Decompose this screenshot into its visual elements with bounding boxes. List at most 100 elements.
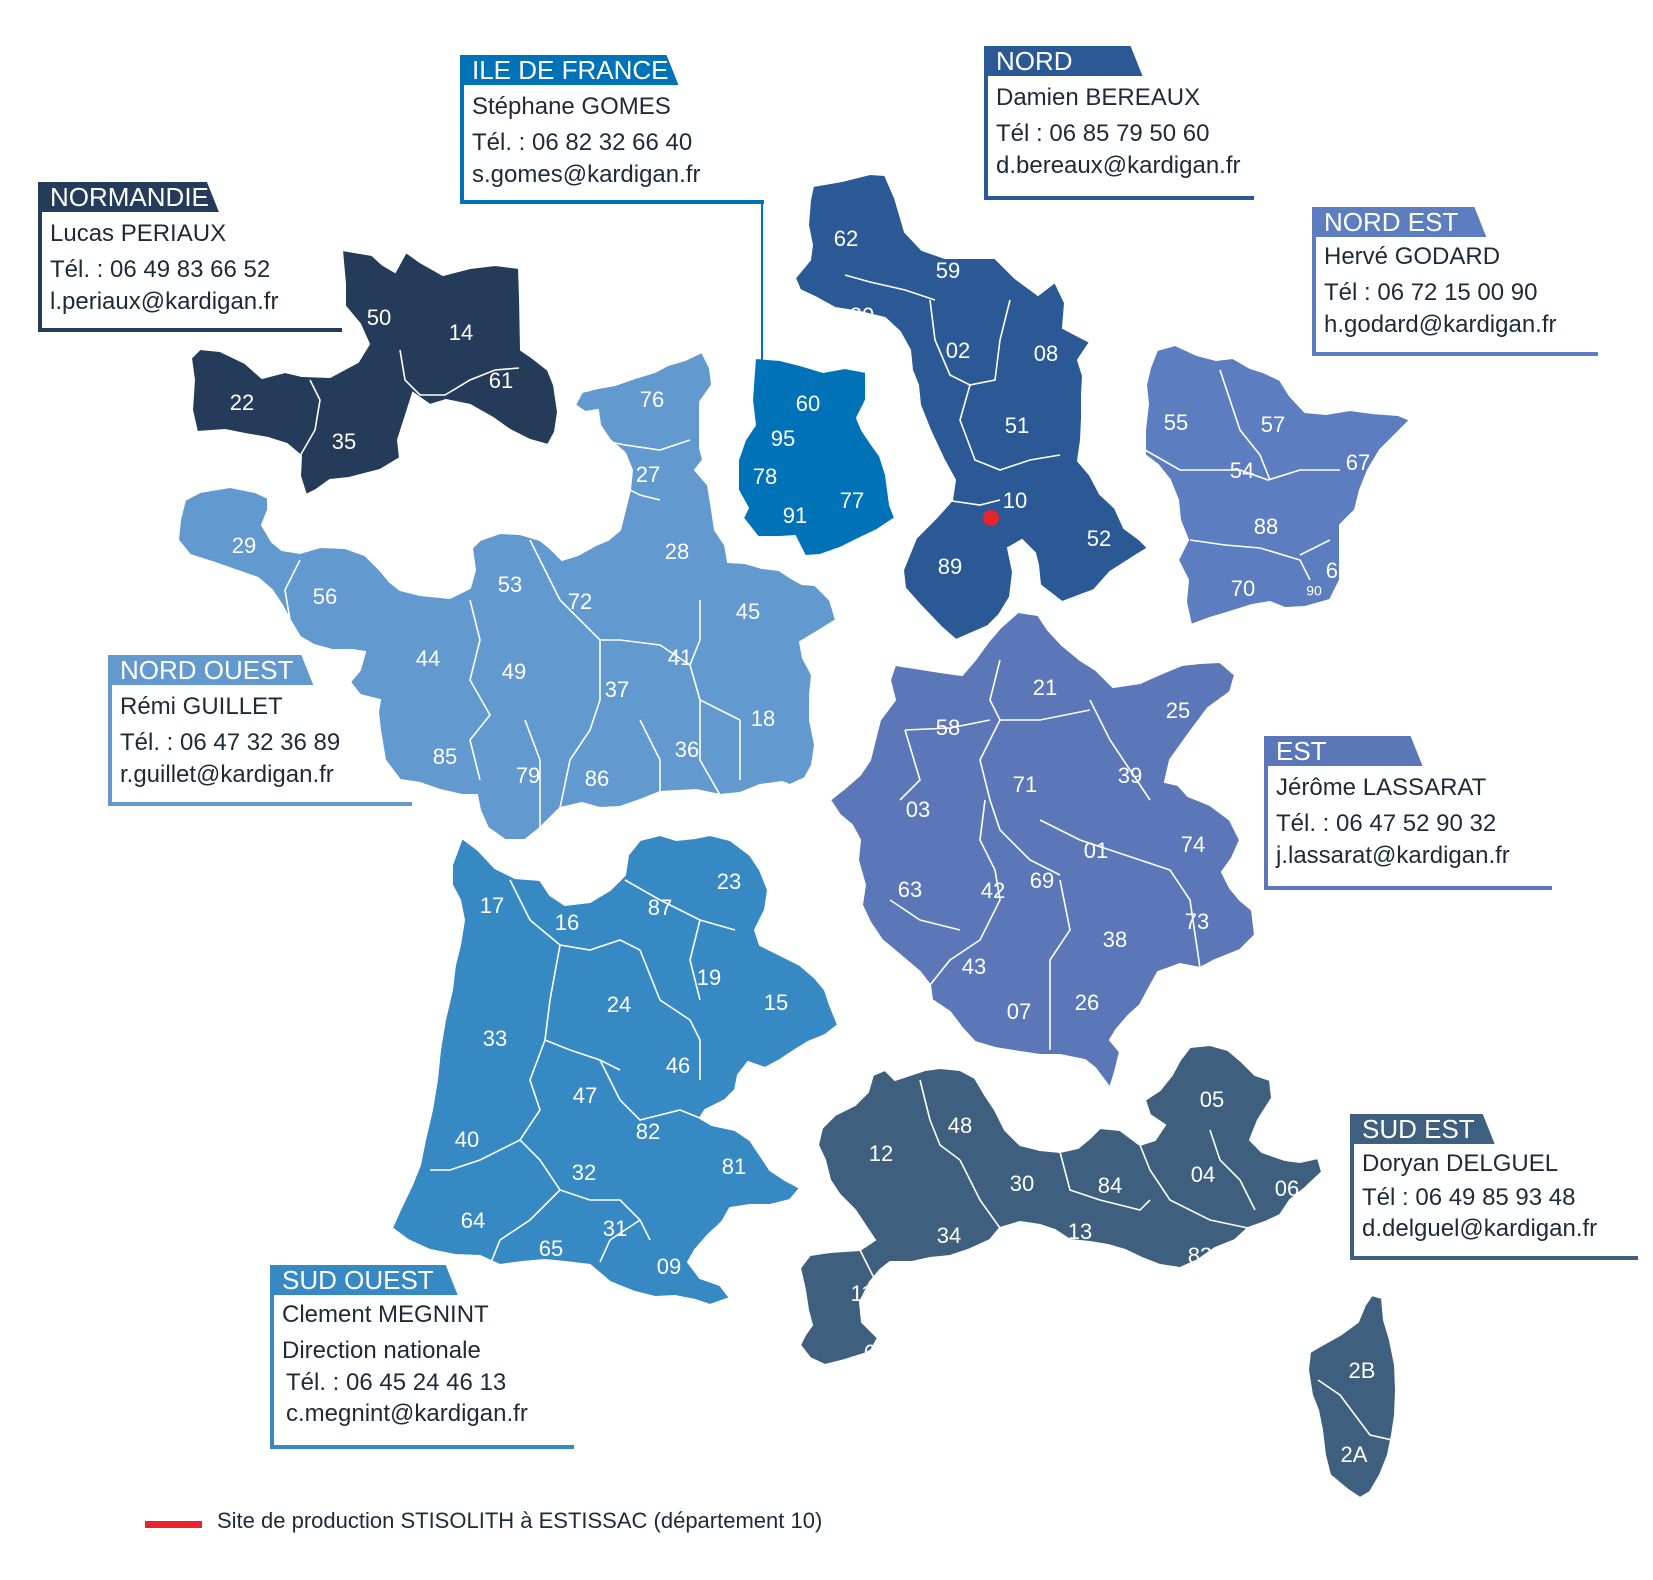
department-label-54[interactable]: 54 [1230, 458, 1254, 483]
est-contact-email[interactable]: j.lassarat@kardigan.fr [1276, 842, 1510, 869]
department-label-06[interactable]: 06 [1275, 1176, 1299, 1201]
department-label-82[interactable]: 82 [636, 1119, 660, 1144]
department-label-15[interactable]: 15 [764, 990, 788, 1015]
department-label-57[interactable]: 57 [1261, 412, 1285, 437]
department-label-88[interactable]: 88 [1254, 514, 1278, 539]
department-label-73[interactable]: 73 [1185, 909, 1209, 934]
department-label-10[interactable]: 10 [1003, 488, 1027, 513]
department-label-50[interactable]: 50 [367, 305, 391, 330]
department-label-45[interactable]: 45 [736, 599, 760, 624]
department-label-83[interactable]: 83 [1188, 1243, 1212, 1268]
department-label-11[interactable]: 11 [851, 1281, 874, 1306]
department-label-12[interactable]: 12 [869, 1141, 893, 1166]
nord-ouest-contact-email[interactable]: r.guillet@kardigan.fr [120, 761, 334, 788]
department-label-33[interactable]: 33 [483, 1026, 507, 1051]
department-label-91[interactable]: 91 [783, 503, 807, 528]
department-label-56[interactable]: 56 [313, 584, 337, 609]
department-label-76[interactable]: 76 [640, 387, 664, 412]
department-label-47[interactable]: 47 [573, 1083, 597, 1108]
department-label-27[interactable]: 27 [636, 462, 660, 487]
department-label-67[interactable]: 67 [1346, 450, 1370, 475]
department-label-2a[interactable]: 2A [1341, 1442, 1368, 1467]
department-label-35[interactable]: 35 [332, 429, 356, 454]
department-label-30[interactable]: 30 [1010, 1171, 1034, 1196]
department-label-58[interactable]: 58 [936, 715, 960, 740]
department-label-19[interactable]: 19 [697, 965, 721, 990]
ile-de-france-contact-email[interactable]: s.gomes@kardigan.fr [472, 161, 701, 188]
department-label-25[interactable]: 25 [1166, 698, 1190, 723]
department-label-14[interactable]: 14 [449, 320, 473, 345]
department-label-86[interactable]: 86 [585, 766, 609, 791]
department-label-03[interactable]: 03 [906, 797, 930, 822]
department-label-95[interactable]: 95 [771, 426, 795, 451]
department-label-38[interactable]: 38 [1103, 927, 1127, 952]
department-label-66[interactable]: 66 [864, 1340, 888, 1365]
department-label-24[interactable]: 24 [607, 992, 631, 1017]
department-label-05[interactable]: 05 [1200, 1087, 1224, 1112]
department-label-23[interactable]: 23 [717, 869, 741, 894]
department-label-64[interactable]: 64 [461, 1208, 485, 1233]
department-label-44[interactable]: 44 [416, 646, 440, 671]
department-label-17[interactable]: 17 [480, 893, 504, 918]
department-label-07[interactable]: 07 [1007, 999, 1031, 1024]
department-label-53[interactable]: 53 [498, 572, 522, 597]
department-label-49[interactable]: 49 [502, 659, 526, 684]
department-label-46[interactable]: 46 [666, 1053, 690, 1078]
department-label-39[interactable]: 39 [1118, 763, 1142, 788]
department-label-87[interactable]: 87 [648, 895, 672, 920]
department-label-51[interactable]: 51 [1005, 413, 1029, 438]
department-label-74[interactable]: 74 [1181, 832, 1205, 857]
department-label-78[interactable]: 78 [753, 464, 777, 489]
department-label-18[interactable]: 18 [751, 706, 775, 731]
sud-est-contact-email[interactable]: d.delguel@kardigan.fr [1362, 1215, 1598, 1242]
department-label-80[interactable]: 80 [850, 303, 874, 328]
department-label-71[interactable]: 71 [1013, 772, 1037, 797]
department-label-40[interactable]: 40 [455, 1127, 479, 1152]
department-label-43[interactable]: 43 [962, 954, 986, 979]
department-label-85[interactable]: 85 [433, 744, 457, 769]
department-label-21[interactable]: 21 [1033, 675, 1057, 700]
department-label-02[interactable]: 02 [946, 338, 970, 363]
department-label-32[interactable]: 32 [572, 1160, 596, 1185]
department-label-31[interactable]: 31 [603, 1216, 627, 1241]
department-label-22[interactable]: 22 [230, 390, 254, 415]
department-label-34[interactable]: 34 [937, 1223, 961, 1248]
department-label-65[interactable]: 65 [539, 1236, 563, 1261]
department-label-84[interactable]: 84 [1098, 1173, 1122, 1198]
nord-contact-email[interactable]: d.bereaux@kardigan.fr [996, 152, 1241, 179]
department-label-77[interactable]: 77 [840, 488, 864, 513]
department-label-70[interactable]: 70 [1231, 576, 1255, 601]
department-label-28[interactable]: 28 [665, 539, 689, 564]
department-label-89[interactable]: 89 [938, 554, 962, 579]
department-label-16[interactable]: 16 [555, 910, 579, 935]
department-label-61[interactable]: 61 [489, 368, 513, 393]
nord-est-contact-email[interactable]: h.godard@kardigan.fr [1324, 311, 1557, 338]
department-label-37[interactable]: 37 [605, 677, 629, 702]
department-label-90[interactable]: 90 [1306, 583, 1322, 599]
normandie-contact-email[interactable]: l.periaux@kardigan.fr [50, 288, 279, 315]
department-label-42[interactable]: 42 [981, 878, 1005, 903]
department-label-72[interactable]: 72 [568, 589, 592, 614]
department-label-26[interactable]: 26 [1075, 990, 1099, 1015]
department-label-09[interactable]: 09 [657, 1254, 681, 1279]
department-label-29[interactable]: 29 [232, 533, 256, 558]
department-label-52[interactable]: 52 [1087, 526, 1111, 551]
department-label-01[interactable]: 01 [1084, 838, 1108, 863]
department-label-62[interactable]: 62 [834, 226, 858, 251]
department-label-79[interactable]: 79 [516, 763, 540, 788]
department-label-04[interactable]: 04 [1191, 1162, 1215, 1187]
department-label-69[interactable]: 69 [1030, 868, 1054, 893]
department-label-68[interactable]: 68 [1326, 558, 1350, 583]
department-label-36[interactable]: 36 [675, 737, 699, 762]
department-label-55[interactable]: 55 [1164, 410, 1188, 435]
department-label-13[interactable]: 13 [1068, 1219, 1092, 1244]
sud-ouest-contact-email[interactable]: c.megnint@kardigan.fr [286, 1400, 528, 1427]
department-label-48[interactable]: 48 [948, 1113, 972, 1138]
department-label-63[interactable]: 63 [898, 877, 922, 902]
department-label-60[interactable]: 60 [796, 391, 820, 416]
department-label-2b[interactable]: 2B [1349, 1358, 1376, 1383]
department-label-81[interactable]: 81 [722, 1154, 746, 1179]
department-label-59[interactable]: 59 [936, 258, 960, 283]
department-label-08[interactable]: 08 [1034, 341, 1058, 366]
department-label-41[interactable]: 41 [668, 645, 692, 670]
